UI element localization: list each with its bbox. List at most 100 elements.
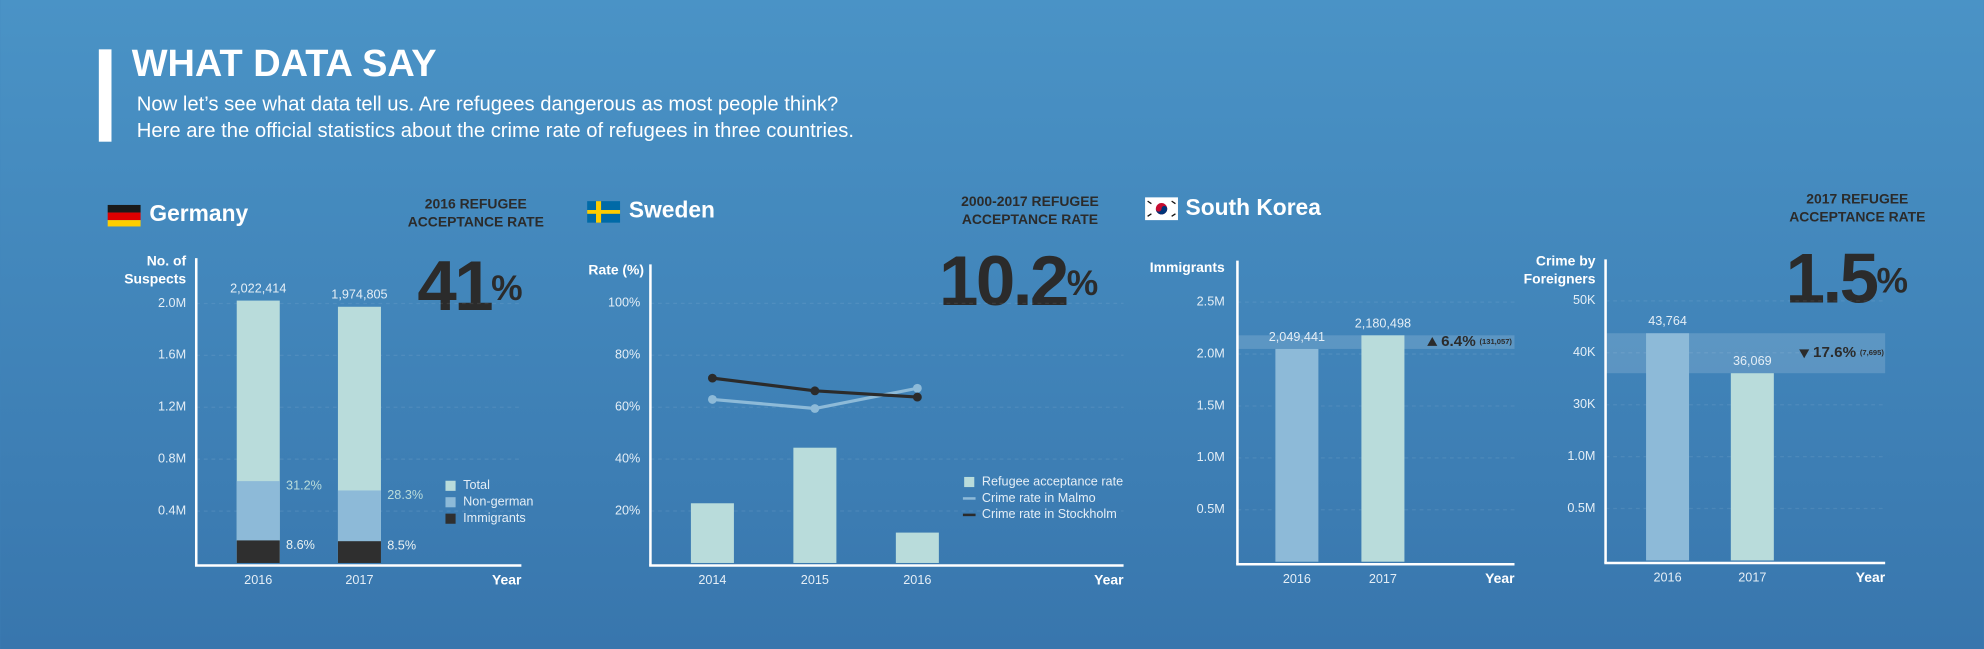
y-tick-label: 50K <box>1573 293 1596 307</box>
line-point <box>810 386 820 396</box>
x-tick-label: 2016 <box>244 573 272 587</box>
x-axis-title: Year <box>1094 571 1124 587</box>
rate-value: 41 <box>417 247 492 326</box>
y-tick-label: 40K <box>1573 345 1596 359</box>
x-axis-title: Year <box>492 571 522 587</box>
rate-title: 2016 REFUGEE <box>425 196 527 212</box>
rate-unit: % <box>1067 263 1098 303</box>
y-tick-label: 30K <box>1573 397 1596 411</box>
y-tick-label: 0.5M <box>1567 501 1595 515</box>
y-tick-label: 60% <box>615 400 640 414</box>
value-label: 8.5% <box>387 539 416 553</box>
legend-swatch <box>445 497 456 508</box>
bar <box>1361 335 1405 562</box>
x-axis-title: Year <box>1485 570 1515 586</box>
y-tick-label: 2.0M <box>158 296 186 310</box>
value-label: 1,974,805 <box>331 288 387 302</box>
y-tick-label: 1.5M <box>1197 398 1225 412</box>
change-arrow <box>1427 337 1438 346</box>
y-axis-title: Rate (%) <box>588 261 644 277</box>
y-tick-label: 100% <box>608 296 640 310</box>
country-name: Germany <box>149 200 248 226</box>
x-tick-label: 2017 <box>1738 570 1766 584</box>
subtitle: Now let’s see what data tell us. Are ref… <box>137 93 839 115</box>
bar <box>793 447 837 563</box>
x-tick-label: 2016 <box>1283 572 1311 586</box>
page-title: WHAT DATA SAY <box>132 43 437 85</box>
rate-title: 2000-2017 REFUGEE <box>961 193 1099 209</box>
value-label: 28.3% <box>387 488 423 502</box>
title-bar <box>98 49 112 142</box>
rate-unit: % <box>491 268 522 308</box>
bar <box>1730 373 1774 561</box>
legend-label: Refugee acceptance rate <box>982 474 1123 488</box>
value-label: 2,180,498 <box>1355 316 1411 330</box>
y-tick-label: 1.2M <box>158 400 186 414</box>
rate-unit: % <box>1876 261 1907 301</box>
y-tick-label: 80% <box>615 348 640 362</box>
rate-title: ACCEPTANCE RATE <box>962 211 1098 227</box>
legend-swatch <box>964 476 975 488</box>
change-label: 17.6% (7,695) <box>1813 344 1884 361</box>
x-tick-label: 2017 <box>345 573 373 587</box>
y-tick-label: 0.5M <box>1197 502 1225 516</box>
flag-sweden <box>587 201 621 223</box>
rate-title: ACCEPTANCE RATE <box>408 213 544 229</box>
legend-swatch <box>445 513 456 524</box>
country-name: South Korea <box>1186 194 1322 220</box>
y-tick-label: 1.0M <box>1197 450 1225 464</box>
flag-south-korea <box>1145 197 1178 221</box>
rate-title: 2017 REFUGEE <box>1806 191 1908 207</box>
rate-title: ACCEPTANCE RATE <box>1789 208 1925 224</box>
legend-label: Crime rate in Stockholm <box>982 507 1117 521</box>
bar <box>1646 333 1690 561</box>
y-axis-title: Immigrants <box>1150 259 1225 275</box>
line-point <box>810 404 820 413</box>
rate-figure: 10.2% <box>939 242 1098 321</box>
rate-figure: 41% <box>417 247 522 326</box>
y-axis-title: Crime by <box>1536 253 1596 269</box>
value-label: 31.2% <box>286 479 322 493</box>
bar <box>236 540 280 563</box>
line-point <box>912 392 922 402</box>
x-tick-label: 2014 <box>698 573 726 587</box>
rate-value: 10.2 <box>939 242 1067 321</box>
y-axis-title: No. of <box>147 253 187 269</box>
line-point <box>707 373 717 383</box>
bar <box>690 503 734 563</box>
legend-label: Total <box>463 478 490 492</box>
x-tick-label: 2017 <box>1369 572 1397 586</box>
value-label: 36,069 <box>1733 354 1772 368</box>
y-tick-label: 1.0M <box>1567 449 1595 463</box>
legend-swatch <box>445 480 456 491</box>
change-arrow <box>1799 349 1810 359</box>
legend-label: Non-german <box>463 495 533 509</box>
change-percent: 17.6% <box>1813 344 1857 361</box>
value-label: 2,049,441 <box>1269 330 1325 344</box>
y-tick-label: 0.8M <box>158 452 186 466</box>
x-tick-label: 2016 <box>1654 570 1682 584</box>
y-tick-label: 2.5M <box>1197 294 1225 308</box>
legend-label: Immigrants <box>463 511 526 525</box>
bar <box>895 532 939 563</box>
change-amount: (7,695) <box>1860 348 1884 357</box>
legend-label: Crime rate in Malmo <box>982 491 1096 505</box>
y-tick-label: 2.0M <box>1197 346 1225 360</box>
y-tick-label: 1.6M <box>158 348 186 362</box>
value-label: 2,022,414 <box>230 282 286 296</box>
bar <box>337 541 381 563</box>
subtitle: Here are the official statistics about t… <box>137 120 854 142</box>
x-tick-label: 2016 <box>903 573 931 587</box>
change-percent: 6.4% <box>1441 333 1476 350</box>
y-axis-title: Suspects <box>124 270 186 286</box>
rate-value: 1.5 <box>1786 239 1878 318</box>
rate-figure: 1.5% <box>1786 239 1908 318</box>
change-amount: (131,057) <box>1480 337 1513 346</box>
y-axis-title: Foreigners <box>1524 270 1596 286</box>
x-tick-label: 2015 <box>801 573 829 587</box>
line-point <box>707 394 717 404</box>
bar <box>1275 348 1319 562</box>
line-point <box>912 383 922 393</box>
